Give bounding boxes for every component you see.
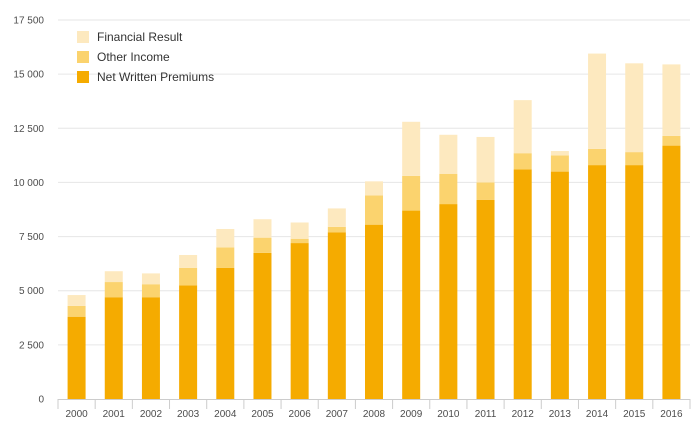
x-tick-label: 2007 bbox=[326, 409, 349, 420]
bar-net-written-premiums[interactable] bbox=[513, 169, 532, 399]
y-axis-tick-labels: 0 2 500 5 000 7 500 10 000 12 500 15 000 17 500 bbox=[13, 16, 44, 406]
bar-other-income[interactable] bbox=[662, 135, 681, 146]
legend-swatch-financial-result bbox=[77, 31, 89, 43]
bar-financial-result[interactable] bbox=[402, 121, 421, 176]
bar-financial-result[interactable] bbox=[662, 64, 681, 136]
bar-financial-result[interactable] bbox=[216, 228, 235, 248]
y-tick-label: 7 500 bbox=[19, 232, 44, 243]
x-axis-tick-labels: 2000 2001 2002 2003 2004 2005 2006 2007 2008 2009… bbox=[65, 409, 683, 420]
y-tick-label: 2 500 bbox=[19, 340, 44, 351]
x-tick-label: 2013 bbox=[549, 409, 572, 420]
bar-net-written-premiums[interactable] bbox=[365, 224, 383, 399]
x-tick-label: 2012 bbox=[512, 409, 535, 420]
x-tick-label: 2014 bbox=[586, 409, 609, 420]
bar-net-written-premiums[interactable] bbox=[550, 171, 569, 399]
x-tick-label: 2016 bbox=[660, 409, 683, 420]
bar-other-income[interactable] bbox=[476, 182, 495, 200]
x-tick-label: 2015 bbox=[623, 409, 646, 420]
x-axis bbox=[57, 399, 691, 409]
legend-item-financial-result[interactable]: Financial Result bbox=[77, 27, 214, 47]
x-tick-label: 2005 bbox=[251, 409, 274, 420]
bar-financial-result[interactable] bbox=[141, 273, 160, 285]
bar-other-income[interactable] bbox=[104, 282, 123, 298]
bar-financial-result[interactable] bbox=[179, 254, 198, 268]
x-tick-label: 2010 bbox=[437, 409, 460, 420]
bar-financial-result[interactable] bbox=[625, 63, 644, 153]
bar-other-income[interactable] bbox=[253, 237, 272, 253]
bar-financial-result[interactable] bbox=[476, 136, 495, 183]
legend-swatch-other-income bbox=[77, 51, 89, 63]
bar-net-written-premiums[interactable] bbox=[141, 297, 160, 399]
bar-financial-result[interactable] bbox=[550, 151, 569, 156]
y-tick-label: 15 000 bbox=[13, 70, 44, 81]
bars bbox=[67, 53, 681, 399]
bar-other-income[interactable] bbox=[588, 148, 607, 166]
bar-net-written-premiums[interactable] bbox=[179, 285, 198, 399]
bar-financial-result[interactable] bbox=[104, 271, 123, 283]
bar-financial-result[interactable] bbox=[327, 208, 346, 227]
bar-other-income[interactable] bbox=[179, 267, 198, 286]
bar-financial-result[interactable] bbox=[588, 53, 607, 149]
legend-label-net-written-premiums: Net Written Premiums bbox=[97, 70, 215, 84]
bar-net-written-premiums[interactable] bbox=[253, 252, 272, 399]
bar-other-income[interactable] bbox=[365, 195, 383, 225]
bar-other-income[interactable] bbox=[290, 238, 309, 244]
x-tick-label: 2000 bbox=[65, 409, 88, 420]
bar-other-income[interactable] bbox=[327, 226, 346, 233]
x-tick-label: 2011 bbox=[475, 409, 497, 420]
x-tick-label: 2002 bbox=[140, 409, 163, 420]
x-tick-label: 2001 bbox=[103, 409, 126, 420]
bar-net-written-premiums[interactable] bbox=[588, 165, 607, 399]
bar-financial-result[interactable] bbox=[513, 100, 532, 154]
bar-other-income[interactable] bbox=[439, 173, 458, 205]
bar-other-income[interactable] bbox=[513, 153, 532, 170]
x-tick-label: 2003 bbox=[177, 409, 200, 420]
bar-financial-result[interactable] bbox=[290, 222, 309, 239]
legend-label-financial-result: Financial Result bbox=[97, 30, 183, 44]
x-tick-label: 2006 bbox=[289, 409, 312, 420]
y-tick-label: 10 000 bbox=[13, 178, 44, 189]
y-tick-label: 0 bbox=[38, 395, 44, 406]
legend-label-other-income: Other Income bbox=[97, 50, 170, 64]
bar-financial-result[interactable] bbox=[253, 219, 272, 238]
bar-net-written-premiums[interactable] bbox=[402, 210, 421, 399]
x-tick-label: 2009 bbox=[400, 409, 423, 420]
bar-other-income[interactable] bbox=[550, 155, 569, 172]
y-tick-label: 5 000 bbox=[19, 286, 44, 297]
bar-net-written-premiums[interactable] bbox=[216, 267, 235, 399]
legend: Financial Result Other Income Net Writte… bbox=[77, 27, 214, 87]
bar-net-written-premiums[interactable] bbox=[327, 232, 346, 399]
x-tick-label: 2008 bbox=[363, 409, 386, 420]
bar-net-written-premiums[interactable] bbox=[476, 199, 495, 399]
bar-net-written-premiums[interactable] bbox=[439, 204, 458, 399]
bar-net-written-premiums[interactable] bbox=[67, 316, 86, 399]
bar-financial-result[interactable] bbox=[365, 181, 383, 196]
bar-other-income[interactable] bbox=[216, 247, 235, 268]
bar-financial-result[interactable] bbox=[439, 134, 458, 174]
x-tick-label: 2004 bbox=[214, 409, 237, 420]
y-tick-label: 17 500 bbox=[13, 16, 44, 27]
legend-item-net-written-premiums[interactable]: Net Written Premiums bbox=[77, 67, 214, 87]
legend-item-other-income[interactable]: Other Income bbox=[77, 47, 214, 67]
y-tick-label: 12 500 bbox=[13, 124, 44, 135]
bar-net-written-premiums[interactable] bbox=[104, 297, 123, 399]
bar-financial-result[interactable] bbox=[67, 295, 86, 306]
legend-swatch-net-written-premiums bbox=[77, 71, 89, 83]
bar-other-income[interactable] bbox=[625, 152, 644, 166]
bar-other-income[interactable] bbox=[402, 175, 421, 211]
bar-net-written-premiums[interactable] bbox=[625, 165, 644, 399]
bar-other-income[interactable] bbox=[67, 305, 86, 317]
bar-net-written-premiums[interactable] bbox=[662, 145, 681, 399]
bar-other-income[interactable] bbox=[141, 284, 160, 298]
bar-net-written-premiums[interactable] bbox=[290, 243, 309, 399]
